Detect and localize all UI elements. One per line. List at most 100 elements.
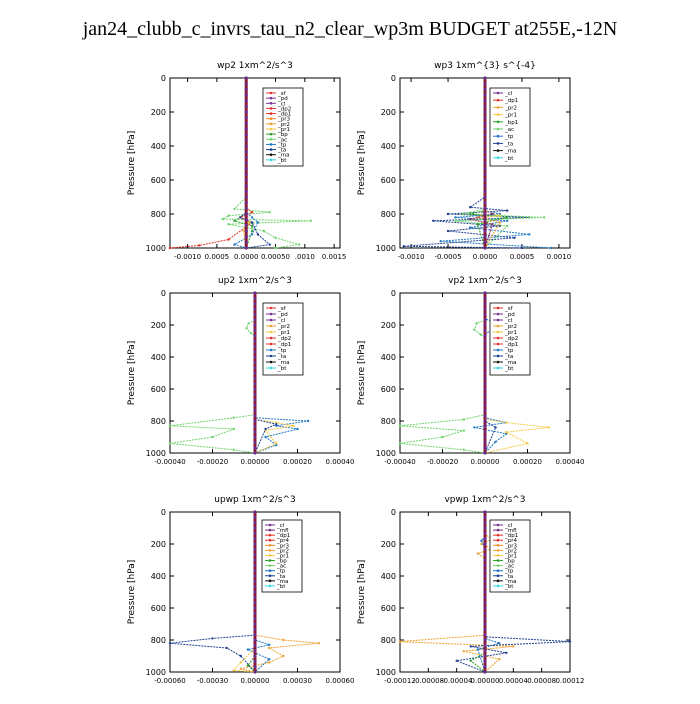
series-point-pr1 [547, 426, 550, 429]
series-point-pr2 [498, 658, 501, 661]
x-tick-label: -0.0005 [435, 253, 462, 261]
legend-marker [496, 544, 500, 547]
series-point-cl [469, 217, 472, 221]
zero-profile-point [253, 435, 257, 439]
legend-entry: _bp [276, 559, 287, 565]
series-point-tp [494, 440, 497, 443]
series-point-tp [439, 240, 442, 243]
y-tick-label: 400 [381, 353, 396, 362]
zero-profile-point [244, 82, 248, 86]
y-tick-label: 600 [381, 604, 396, 613]
legend-marker [496, 127, 500, 131]
zero-profile-point [483, 643, 487, 647]
zero-profile-point [253, 595, 257, 599]
zero-profile-point [483, 440, 487, 444]
legend-entry: _pr2 [276, 548, 289, 554]
legend-marker [496, 91, 500, 95]
legend-entry: _pr3 [276, 543, 290, 549]
zero-profile-point [253, 382, 257, 386]
series-point-tp [528, 233, 531, 236]
series-point-bp [246, 664, 250, 667]
zero-profile-point [253, 563, 257, 567]
series-point-dp1 [168, 246, 172, 250]
zero-profile-point [483, 178, 487, 182]
series-point-ta [506, 209, 509, 212]
zero-profile-point [483, 161, 487, 165]
x-tick-label: 0.0000 [234, 253, 259, 261]
legend-marker [269, 336, 273, 340]
zero-profile-point [483, 307, 487, 311]
series-point-pr2 [498, 221, 501, 224]
legend-marker [268, 549, 272, 552]
zero-profile-point [253, 569, 257, 573]
legend-entry: _bt [504, 584, 514, 590]
series-point-dp1 [198, 244, 201, 247]
legend: _cl_mfl_dp1_pr4_pr3_pr2_pr1_bp_ac_tp_ta_… [261, 519, 303, 593]
legend-marker [496, 569, 500, 572]
zero-profile-point [483, 654, 487, 658]
zero-profile-point [253, 403, 257, 407]
legend-marker [496, 98, 500, 102]
zero-profile-point [483, 595, 487, 599]
y-tick-label: 1000 [376, 668, 396, 677]
series-point-ac [232, 416, 235, 419]
panel-title: upwp 1xm^2/s^3 [214, 495, 295, 505]
legend: _sf_pd_cl_pr2_pr1_dp2_dp1_tp_ta_ma_bt [262, 302, 304, 376]
zero-profile-point [244, 121, 248, 125]
zero-profile-point [483, 398, 487, 402]
zero-profile-point [483, 93, 487, 97]
series-point-tp [469, 226, 472, 229]
zero-profile-point [483, 574, 487, 578]
zero-profile-point [253, 643, 257, 647]
zero-profile-point [253, 515, 257, 519]
y-tick-label: 200 [381, 108, 396, 117]
legend-entry: _dp2 [277, 106, 291, 112]
legend-marker [496, 584, 500, 588]
legend-entry: _tp [277, 142, 287, 148]
y-tick-label: 600 [381, 176, 396, 185]
legend-box [489, 519, 531, 593]
series-point-dp1 [227, 238, 230, 241]
zero-profile-point [483, 82, 487, 86]
y-tick-label: 800 [381, 210, 396, 219]
zero-profile-point [253, 659, 257, 663]
zero-profile-point [244, 240, 248, 244]
series-point-ac [454, 219, 457, 222]
panel-title: up2 1xm^2/s^3 [218, 276, 292, 286]
zero-profile-point [253, 323, 257, 327]
series-point-pr2 [268, 646, 271, 650]
y-tick-label: 400 [381, 572, 396, 581]
zero-profile-point [483, 510, 487, 514]
series-point-bp1 [506, 216, 509, 219]
legend-marker [268, 559, 272, 562]
zero-profile-point [244, 155, 248, 159]
series-point-ta [469, 206, 472, 209]
y-axis-label: Pressure [hPa] [357, 341, 367, 406]
legend-marker [269, 132, 273, 136]
y-tick-label: 800 [381, 417, 396, 426]
series-line-bp1 [470, 78, 508, 249]
legend-entry: _pr1 [504, 113, 517, 119]
zero-profile-point [483, 611, 487, 615]
y-tick-label: 800 [151, 210, 166, 219]
zero-profile-point [253, 371, 257, 375]
zero-profile-point [253, 617, 257, 621]
legend-entry: _pr2 [277, 122, 290, 128]
zero-profile-point [253, 376, 257, 380]
legend-entry: _pr4 [276, 538, 290, 544]
legend-entry: _pr3 [277, 117, 291, 123]
zero-profile-point [244, 212, 248, 216]
legend-box [262, 302, 304, 376]
series-point-ac [168, 424, 172, 427]
x-tick-label: 0.00012 [556, 677, 585, 685]
zero-profile-point [483, 665, 487, 669]
series-point-ac [262, 229, 265, 233]
legend-entry: _tp [276, 569, 286, 575]
zero-profile-point [483, 116, 487, 120]
zero-profile-point [483, 542, 487, 546]
legend-marker [269, 158, 273, 162]
zero-profile-point [253, 339, 257, 343]
y-tick-label: 800 [381, 636, 396, 645]
legend-marker [268, 564, 272, 567]
legend-entry: _dp2 [504, 336, 518, 342]
